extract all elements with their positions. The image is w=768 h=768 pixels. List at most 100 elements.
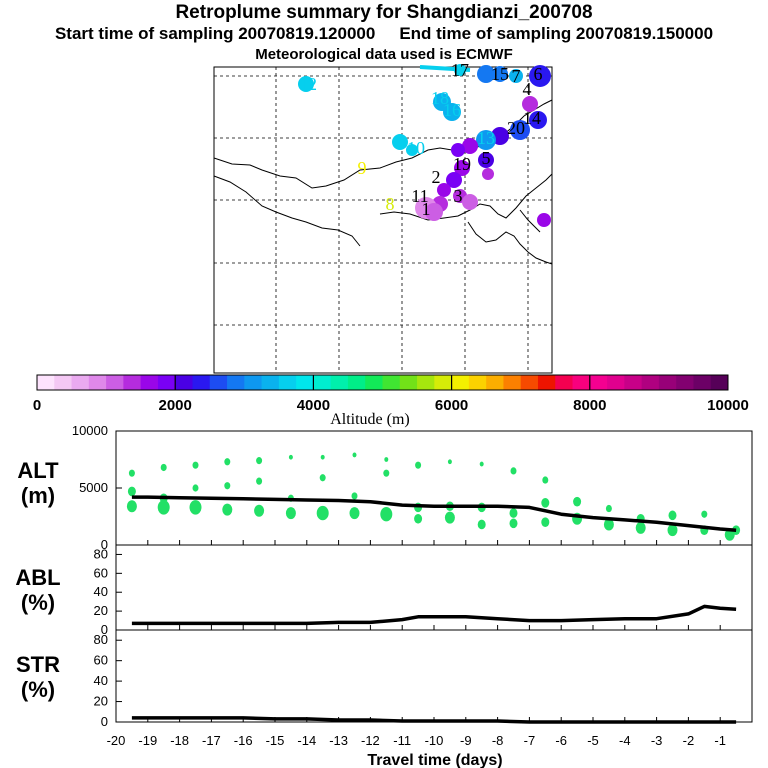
colorbar-cells: [37, 375, 729, 390]
alt-scatter-point: [477, 519, 486, 530]
map-point: [392, 134, 408, 150]
colorbar-cell: [589, 375, 608, 390]
colorbar-tick-label: 10000: [707, 397, 749, 414]
alt-scatter-point: [667, 524, 678, 537]
colorbar-cell: [227, 375, 245, 390]
y-tick-label: 40: [94, 673, 108, 688]
map-point-label: 3: [454, 186, 463, 206]
map-point: [443, 103, 461, 121]
x-tick-label: -6: [555, 733, 567, 748]
alt-scatter-point: [192, 461, 199, 469]
colorbar-cell: [261, 375, 280, 390]
map-point-label: 7: [512, 66, 521, 86]
alt-scatter-point: [605, 504, 612, 513]
map-point-label: 14: [523, 108, 541, 128]
map-point: [509, 69, 523, 83]
x-tick-label: -19: [138, 733, 157, 748]
colorbar-cell: [486, 375, 504, 390]
map-point: [478, 152, 494, 168]
alt-scatter-point: [160, 463, 167, 472]
colorbar-cell: [382, 375, 401, 390]
colorbar-cell: [468, 375, 487, 390]
alt-scatter-point: [541, 517, 550, 527]
map-point-label: 5: [482, 148, 491, 168]
x-tick-label: -15: [266, 733, 285, 748]
colorbar-cell: [417, 375, 435, 390]
colorbar-cell: [503, 375, 522, 390]
alt-scatter-point: [189, 500, 202, 515]
map-point-label: 11: [411, 186, 428, 206]
y-tick-label: 60: [94, 653, 108, 668]
alt-scatter-point: [157, 500, 170, 515]
colorbar-cell: [710, 375, 729, 390]
colorbar-cell: [313, 375, 332, 390]
alt-scatter-point: [444, 511, 455, 524]
end-time: End time of sampling 20070819.150000: [399, 24, 714, 43]
alt-scatter-point: [288, 454, 293, 460]
map-point-label: 17: [451, 60, 469, 80]
str-panel: STR(%) 0 20 40 60 80: [16, 629, 753, 729]
colorbar-cell: [520, 375, 539, 390]
colorbar-cell: [192, 375, 211, 390]
colorbar-cell: [347, 375, 366, 390]
sampling-times: Start time of sampling 20070819.120000 En…: [0, 24, 768, 44]
alt-scatter-point: [285, 507, 296, 520]
colorbar: 0 2000 4000 6000 8000 10000 Altitude (m): [33, 374, 749, 428]
map-point: [529, 111, 547, 129]
colorbar-cell: [244, 375, 263, 390]
alt-scatter-point: [383, 469, 390, 477]
alt-series-line: [131, 495, 737, 532]
alt-scatter-point: [128, 469, 135, 477]
y-tick-label: 5000: [79, 480, 108, 495]
colorbar-cell: [624, 375, 643, 390]
colorbar-cell: [278, 375, 297, 390]
colorbar-cell: [693, 375, 712, 390]
map-point-label: 8: [386, 194, 395, 214]
alt-scatter-point: [127, 486, 136, 497]
alt-scatter-point: [349, 507, 360, 520]
map-point: [522, 96, 538, 112]
map-point: [462, 194, 478, 210]
start-time: Start time of sampling 20070819.120000: [54, 24, 376, 43]
colorbar-cell: [106, 375, 124, 390]
alt-scatter-point: [224, 482, 231, 490]
alt-scatter-point: [319, 474, 326, 482]
colorbar-cell: [157, 375, 176, 390]
map-point: [425, 203, 443, 221]
y-tick-label: 0: [101, 537, 108, 552]
colorbar-label: Altitude (m): [330, 411, 410, 428]
alt-scatter-point: [192, 484, 199, 492]
str-axis-label: STR: [16, 652, 60, 677]
alt-panel: ALT(m) 0 5000 10000: [17, 423, 753, 552]
alt-scatter-point: [254, 504, 265, 517]
alt-scatter-point: [701, 510, 708, 518]
alt-scatter-point: [316, 505, 329, 521]
x-tick-label: -8: [492, 733, 504, 748]
y-tick-label: 10000: [72, 423, 108, 438]
x-tick-label: -13: [329, 733, 348, 748]
colorbar-ticks: 0 2000 4000 6000 8000 10000: [33, 375, 749, 414]
alt-scatter-point: [479, 461, 484, 467]
map-point-label: 9: [358, 158, 367, 178]
colorbar-tick-label: 2000: [159, 397, 192, 414]
x-tick-label: -9: [460, 733, 472, 748]
map-trajectory-line: [419, 65, 471, 72]
abl-axis-label: ABL: [15, 565, 60, 590]
y-tick-label: 40: [94, 584, 108, 599]
map-point: [492, 66, 508, 82]
map-point-label: 19: [453, 154, 471, 174]
alt-scatter-point: [384, 457, 389, 462]
colorbar-cell: [676, 375, 694, 390]
alt-scatter-point: [447, 459, 452, 465]
x-tick-label: -12: [361, 733, 380, 748]
colorbar-frame: [36, 374, 729, 391]
alt-scatter-point: [380, 507, 393, 522]
alt-scatter-point: [542, 476, 549, 484]
map-point: [510, 120, 530, 140]
colorbar-tick-label: 0: [33, 397, 41, 414]
x-tick-label: -17: [202, 733, 221, 748]
map-point: [406, 144, 418, 156]
y-tick-label: 60: [94, 565, 108, 580]
alt-axis-label: ALT: [17, 458, 59, 483]
